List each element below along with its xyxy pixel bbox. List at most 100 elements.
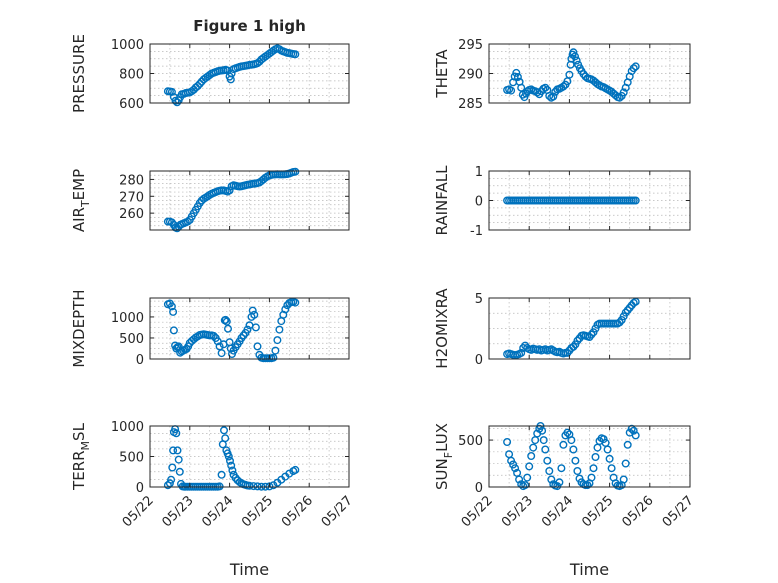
series-air_temp: [163, 167, 300, 233]
y-tick-label: 1000: [111, 311, 144, 326]
y-tick-label: 295: [458, 38, 483, 53]
y-axis-label: RAINFALL: [433, 165, 451, 236]
data-point: [174, 455, 183, 464]
data-point: [167, 475, 176, 484]
data-point: [175, 467, 184, 476]
data-point: [511, 464, 520, 473]
data-point: [517, 348, 526, 357]
axes-frame: [488, 425, 691, 488]
data-point: [217, 470, 226, 479]
data-point: [599, 435, 608, 444]
data-point: [205, 70, 214, 79]
x-tick-label: 05/23: [499, 493, 536, 530]
data-point: [512, 68, 521, 77]
data-point: [169, 307, 178, 316]
data-point: [285, 469, 294, 478]
data-point: [629, 426, 638, 435]
data-point: [629, 64, 638, 73]
data-point: [227, 69, 236, 78]
data-point: [215, 482, 224, 491]
data-point: [538, 426, 547, 435]
data-point: [569, 48, 578, 57]
data-point: [183, 217, 192, 226]
y-tick-label: 1000: [111, 38, 144, 53]
data-point: [559, 440, 568, 449]
data-point: [571, 52, 580, 61]
data-point: [572, 56, 581, 65]
series-rainfall: [503, 196, 640, 205]
data-point: [619, 88, 628, 97]
data-point: [603, 445, 612, 454]
data-point: [563, 428, 572, 437]
axes-air_temp: 260 270 280 AIRTEMP: [70, 167, 350, 233]
data-point: [228, 466, 237, 475]
data-point: [251, 323, 260, 332]
data-point: [619, 475, 628, 484]
data-point: [567, 436, 576, 445]
y-tick-label: 0: [475, 195, 483, 210]
axes-theta: 285 290 295 THETA: [433, 38, 691, 112]
axes-h2omixra: 0 5 H2OMIXRA: [433, 288, 691, 369]
data-point: [219, 426, 228, 435]
x-axis-label: Time: [569, 560, 609, 579]
axes-terr_msl: 0 500 1000 05/22 05/23 05/24 05/25 05/26 05/27 Ti…: [70, 420, 356, 579]
data-point: [245, 481, 254, 490]
data-point: [217, 349, 226, 358]
y-tick-label: 500: [119, 451, 144, 466]
data-point: [221, 315, 230, 324]
data-point: [631, 62, 640, 71]
data-point: [631, 196, 640, 205]
data-point: [565, 70, 574, 79]
data-point: [209, 331, 218, 340]
y-tick-label: 280: [119, 173, 144, 188]
data-point: [517, 480, 526, 489]
series-mixdepth: [163, 297, 300, 363]
x-tick-label: 05/22: [459, 493, 496, 530]
grid: [488, 170, 691, 231]
data-point: [529, 443, 538, 452]
data-point: [168, 463, 177, 472]
data-point: [607, 464, 616, 473]
data-point: [557, 464, 566, 473]
x-tick-label: 05/26: [279, 493, 316, 530]
data-point: [593, 443, 602, 452]
data-point: [291, 50, 300, 59]
series-theta: [503, 48, 640, 102]
data-point: [541, 83, 550, 92]
data-point: [221, 434, 230, 443]
data-point: [281, 305, 290, 314]
axes-frame: [488, 297, 691, 360]
data-point: [275, 325, 284, 334]
data-point: [507, 86, 516, 95]
series-terr_msl: [163, 425, 300, 491]
data-point: [571, 456, 580, 465]
data-point: [539, 436, 548, 445]
x-tick-label: 05/24: [199, 493, 236, 530]
y-tick-label: 1: [475, 165, 483, 180]
x-tick-label: 05/26: [620, 493, 657, 530]
data-point: [545, 467, 554, 476]
x-tick-label: 05/27: [319, 493, 356, 530]
y-axis-label: H2OMIXRA: [433, 288, 451, 369]
y-tick-label: 5: [475, 292, 483, 307]
y-tick-label: 0: [475, 353, 483, 368]
y-axis-label: SUNFLUX: [433, 423, 455, 490]
data-point: [587, 473, 596, 482]
data-point: [269, 353, 278, 362]
data-point: [549, 92, 558, 101]
y-axis-label: THETA: [433, 49, 451, 99]
axes-rainfall: -1 0 1 RAINFALL: [433, 165, 691, 239]
data-point: [269, 481, 278, 490]
data-point: [583, 481, 592, 490]
data-point: [543, 456, 552, 465]
data-point: [591, 453, 600, 462]
data-point: [507, 456, 516, 465]
data-point: [623, 440, 632, 449]
data-point: [605, 454, 614, 463]
data-point: [243, 325, 252, 334]
data-point: [253, 342, 262, 351]
y-axis-label: PRESSURE: [70, 34, 88, 113]
data-point: [559, 82, 568, 91]
data-point: [291, 465, 300, 474]
y-tick-label: 800: [119, 68, 144, 83]
